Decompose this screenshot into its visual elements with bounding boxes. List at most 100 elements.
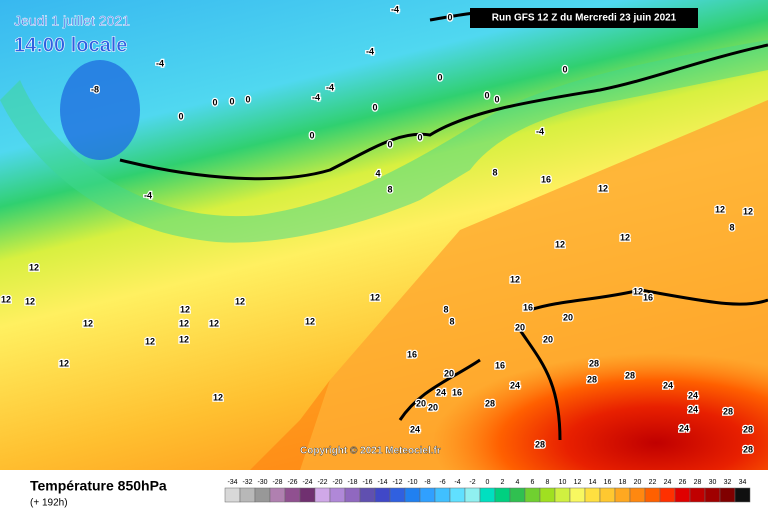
contour-label: -8 <box>91 84 99 94</box>
scale-label: -24 <box>302 479 312 486</box>
contour-label: 12 <box>179 318 189 328</box>
contour-label: -4 <box>326 82 334 92</box>
contour-label: 12 <box>83 318 93 328</box>
copyright: Copyright © 2021 Meteociel.fr <box>300 446 441 457</box>
scale-label: -34 <box>227 479 237 486</box>
contour-label: 8 <box>387 184 392 194</box>
contour-label: 12 <box>715 204 725 214</box>
scale-label: 24 <box>664 479 672 486</box>
contour-label: 0 <box>437 72 442 82</box>
scale-swatch <box>239 487 256 503</box>
scale-label: -30 <box>257 479 267 486</box>
contour-label: 12 <box>59 358 69 368</box>
contour-label: 8 <box>449 316 454 326</box>
contour-label: 8 <box>729 222 734 232</box>
run-box <box>470 8 698 28</box>
warm-zone <box>250 380 330 470</box>
scale-swatch <box>569 487 586 503</box>
scale-label: -26 <box>287 479 297 486</box>
scale-label: -4 <box>454 479 460 486</box>
scale-label: -16 <box>362 479 372 486</box>
contour-label: 0 <box>562 64 567 74</box>
scale-label: 34 <box>739 479 747 486</box>
scale-label: -12 <box>392 479 402 486</box>
contour-label: -4 <box>312 92 320 102</box>
contour-label: 12 <box>305 316 315 326</box>
scale-label: 16 <box>604 479 612 486</box>
contour-label: 12 <box>235 296 245 306</box>
contour-label: 12 <box>598 183 608 193</box>
scale-swatch <box>674 487 691 503</box>
contour-label: -4 <box>536 126 544 136</box>
scale-swatch <box>404 487 421 503</box>
scale-label: -10 <box>407 479 417 486</box>
contour-label: 12 <box>743 206 753 216</box>
contour-label: 12 <box>25 296 35 306</box>
contour-label: -4 <box>391 4 399 14</box>
contour-label: 28 <box>743 424 753 434</box>
contour-label: 0 <box>372 102 377 112</box>
contour-label: -4 <box>156 58 164 68</box>
contour-label: 0 <box>447 12 452 22</box>
scale-label: 10 <box>559 479 567 486</box>
contour-label: 24 <box>688 390 698 400</box>
scale-swatch <box>719 487 736 503</box>
scale-swatch <box>269 487 286 503</box>
scale-label: 8 <box>546 479 550 486</box>
contour-label: 20 <box>416 398 426 408</box>
scale-label: 6 <box>531 479 535 486</box>
scale-swatch <box>344 487 361 503</box>
contour-label: 4 <box>375 168 380 178</box>
scale-swatch <box>374 487 391 503</box>
legend-title: Température 850hPa <box>30 478 167 494</box>
contour-label: 28 <box>625 370 635 380</box>
scale-label: 28 <box>694 479 702 486</box>
contour-label: 12 <box>633 286 643 296</box>
scale-label: -8 <box>424 479 430 486</box>
scale-swatch <box>224 487 241 503</box>
contour-label: 28 <box>723 406 733 416</box>
scale-label: 32 <box>724 479 732 486</box>
contour-label: 0 <box>387 139 392 149</box>
contour-label: 12 <box>1 294 11 304</box>
isotherm-twenty <box>518 288 768 441</box>
contour-label: 24 <box>510 380 520 390</box>
scale-label: 26 <box>679 479 687 486</box>
contour-label: 28 <box>587 374 597 384</box>
contour-label: 0 <box>484 90 489 100</box>
scale-label: -6 <box>439 479 445 486</box>
scale-swatch <box>524 487 541 503</box>
contour-label: 12 <box>180 304 190 314</box>
scale-label: 20 <box>634 479 642 486</box>
contour-label: 12 <box>29 262 39 272</box>
contour-label: 0 <box>212 97 217 107</box>
scale-swatch <box>584 487 601 503</box>
contour-label: 16 <box>541 174 551 184</box>
contour-label: 24 <box>436 387 446 397</box>
contour-label: 0 <box>245 94 250 104</box>
scale-swatch <box>389 487 406 503</box>
contour-label: 16 <box>643 292 653 302</box>
contour-label: 16 <box>495 360 505 370</box>
contour-label: 12 <box>510 274 520 284</box>
forecast-time: 14:00 locale <box>14 34 127 56</box>
scale-swatch <box>659 487 676 503</box>
scale-swatch <box>554 487 571 503</box>
isotherm-twenty <box>398 358 481 421</box>
contour-label: 12 <box>209 318 219 328</box>
scale-swatch <box>644 487 661 503</box>
scale-swatch <box>284 487 301 503</box>
scale-label: 14 <box>589 479 597 486</box>
scale-swatch <box>539 487 556 503</box>
contour-label: 20 <box>543 334 553 344</box>
forecast-date: Jeudi 1 juillet 2021 <box>14 13 130 29</box>
scale-label: -14 <box>377 479 387 486</box>
scale-swatch <box>299 487 316 503</box>
contour-label: 16 <box>407 349 417 359</box>
contour-label: 20 <box>563 312 573 322</box>
cold-core <box>60 60 140 160</box>
cool-band <box>0 40 768 243</box>
contour-label: 12 <box>620 232 630 242</box>
